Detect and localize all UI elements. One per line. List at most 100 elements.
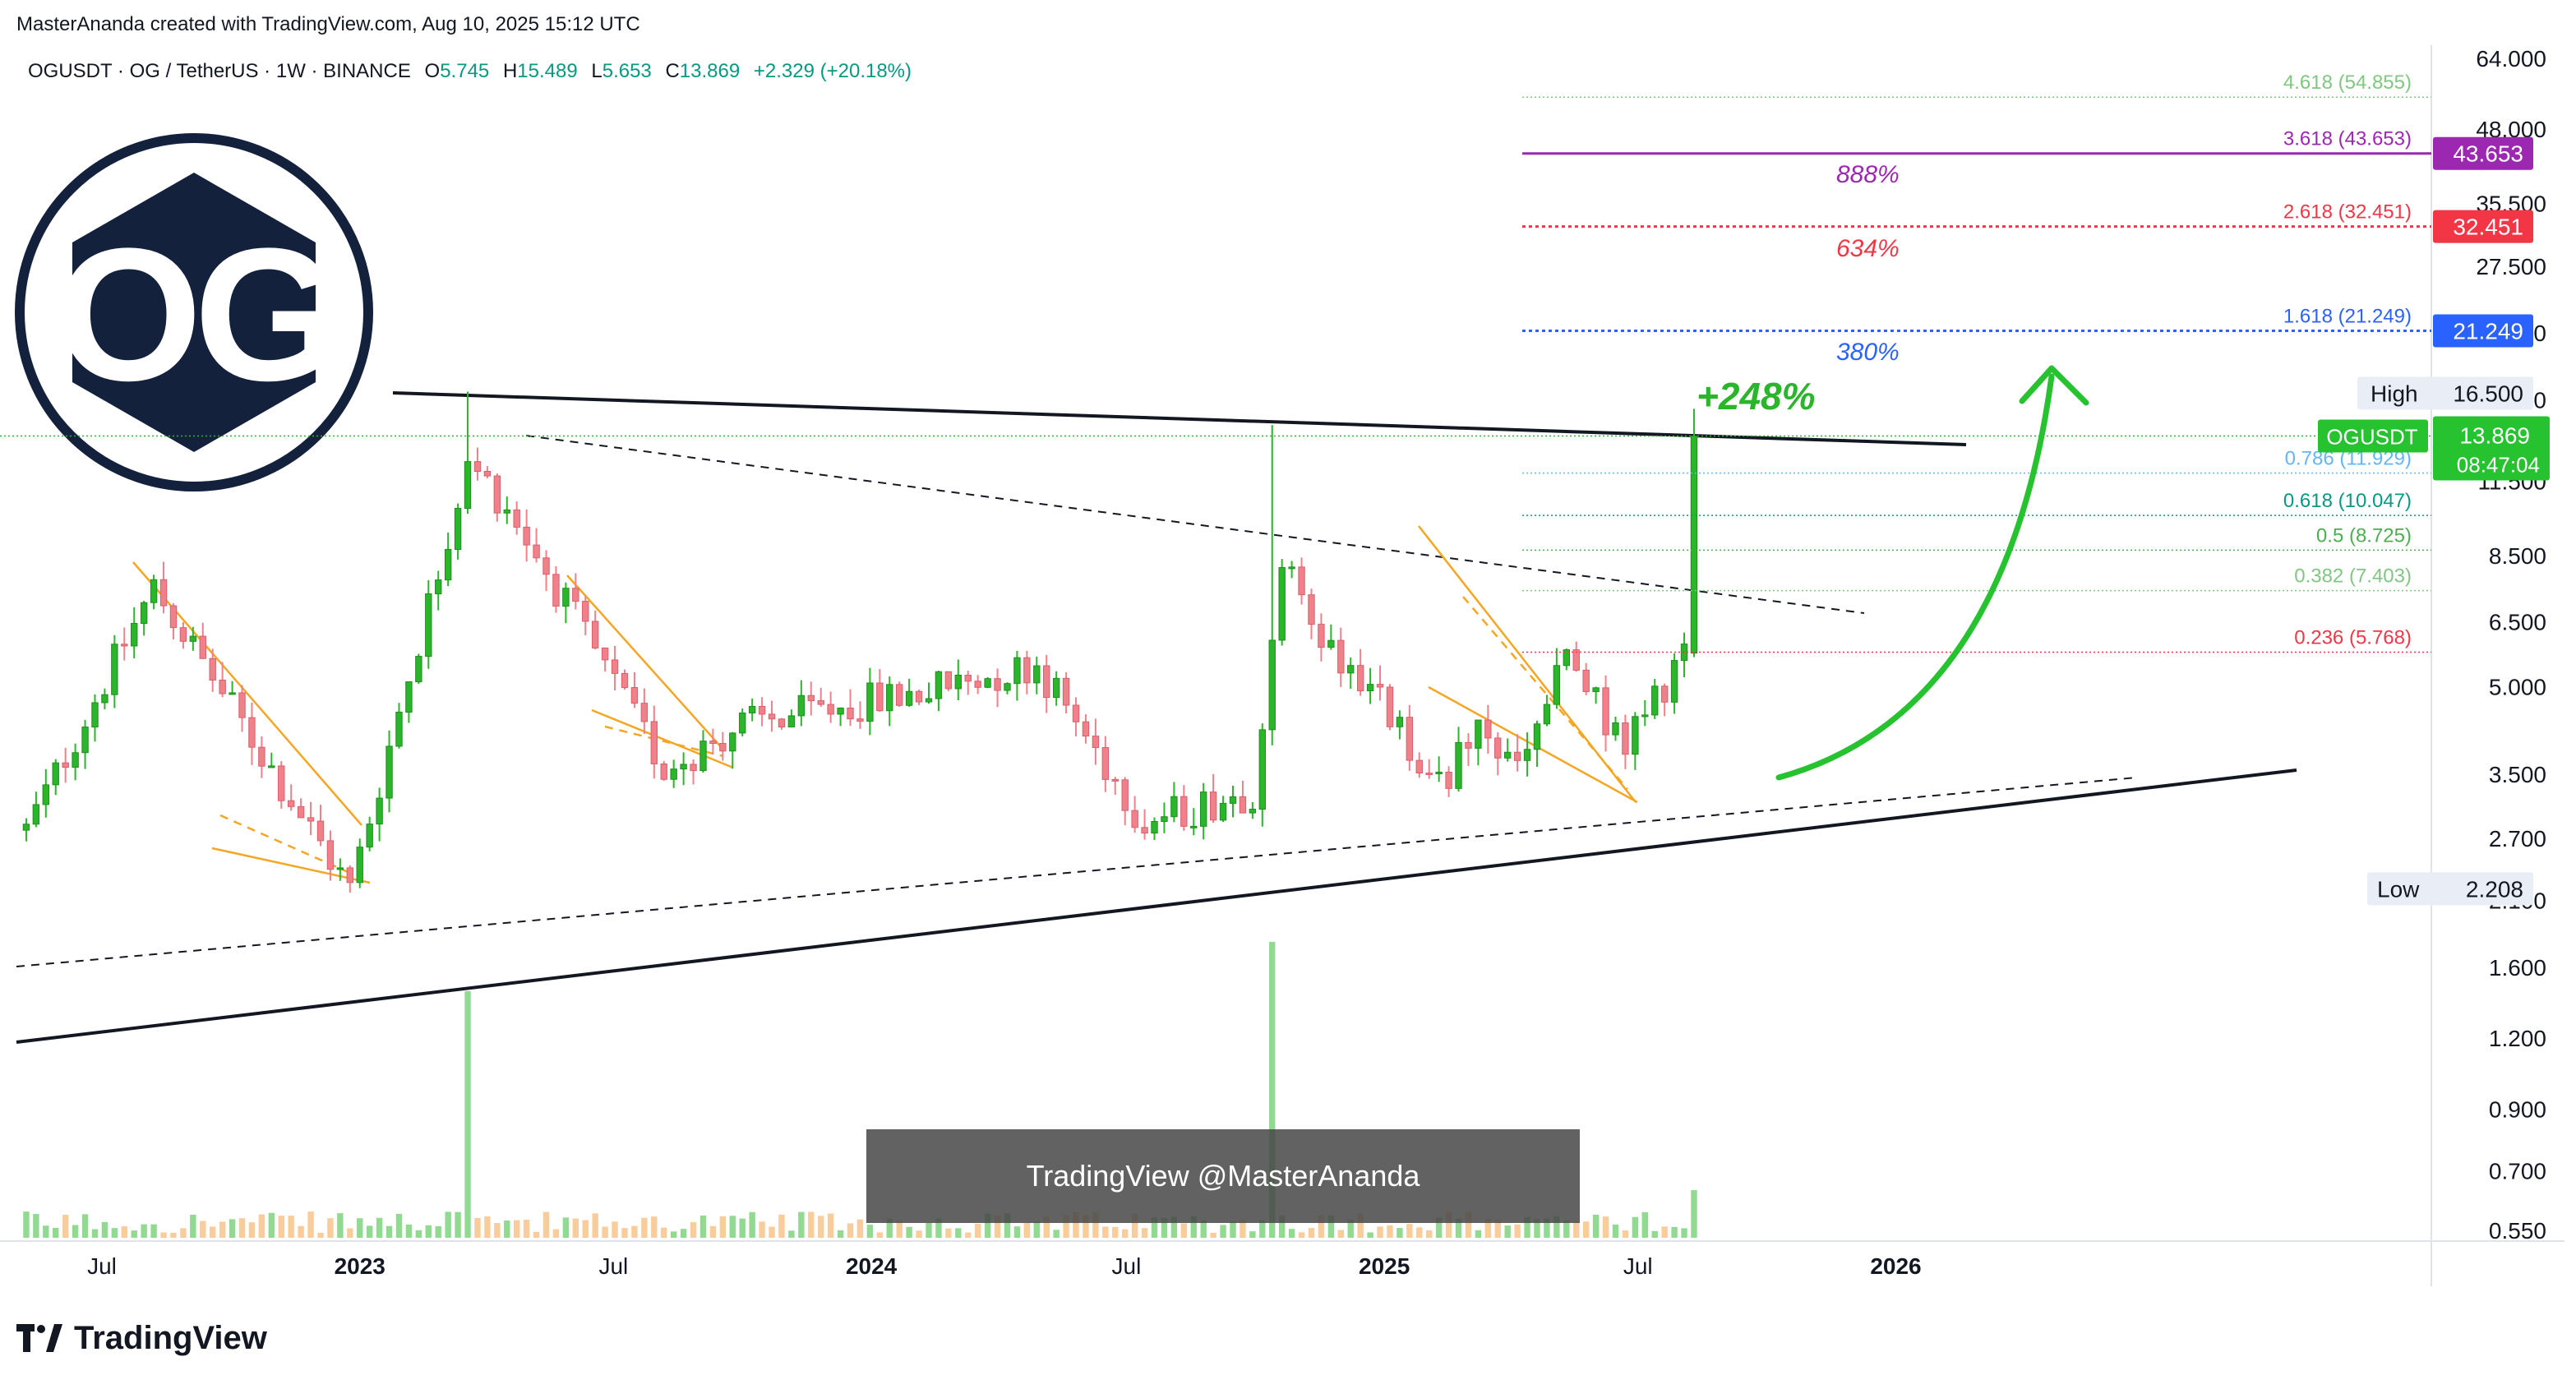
candle-body — [1072, 704, 1080, 722]
candle-body — [552, 574, 560, 607]
volume-bar — [1013, 1226, 1021, 1238]
y-tick-label: 3.500 — [2489, 762, 2546, 787]
volume-bar — [200, 1221, 206, 1238]
volume-bar — [1406, 1224, 1413, 1238]
candle-body — [464, 461, 472, 509]
candle-body — [1052, 677, 1060, 699]
volume-bar — [327, 1218, 334, 1238]
candle-body — [131, 622, 138, 647]
tradingview-brand[interactable]: TradingView — [16, 1320, 267, 1357]
candle-body — [238, 692, 246, 718]
volume-bar — [288, 1216, 294, 1238]
candle-body — [1121, 779, 1129, 811]
volume-bar — [1318, 1215, 1325, 1238]
volume-bar — [1249, 1231, 1256, 1238]
volume-bar — [1023, 1222, 1031, 1238]
volume-bar — [1602, 1216, 1609, 1238]
volume-bar — [955, 1228, 962, 1238]
volume-bar — [298, 1225, 304, 1238]
volume-bar — [170, 1232, 177, 1238]
time-axis[interactable]: Jul 2023 Jul 2024 Jul 2025 Jul 2026 — [87, 1253, 1922, 1279]
candle-body — [699, 741, 707, 772]
volume-bar — [837, 1230, 844, 1238]
volume-bar — [856, 1219, 864, 1238]
high-tag-value: 16.500 — [2453, 381, 2523, 406]
volume-bar — [91, 1229, 99, 1238]
target-price-tag: 32.451 — [2453, 215, 2523, 240]
y-tick-label: 8.500 — [2489, 543, 2546, 569]
candle-body — [640, 703, 649, 722]
volume-bar — [1524, 1216, 1530, 1238]
candle-body — [1327, 639, 1335, 648]
volume-bar — [62, 1215, 69, 1238]
candle-body — [1523, 749, 1531, 761]
y-tick-label: 0.700 — [2489, 1159, 2546, 1184]
volume-bar — [347, 1228, 353, 1238]
legend-line: OGUSDT · OG / TetherUS · 1W · BINANCE O5… — [28, 60, 912, 82]
target-price-tag-bg — [2433, 210, 2533, 243]
volume-bar — [23, 1211, 30, 1238]
candle-body — [1396, 717, 1404, 727]
candle-body — [758, 705, 766, 715]
candle-body — [1386, 686, 1394, 727]
price-axis[interactable]: 64.00048.00035.50027.50021.00016.00011.5… — [2476, 46, 2546, 1244]
volume-bar — [405, 1224, 413, 1238]
legend-l-label: L — [591, 60, 602, 82]
volume-bar — [474, 1217, 481, 1238]
volume-bar — [445, 1211, 451, 1238]
last-price-value: 13.869 — [2459, 422, 2530, 448]
high-tag-label: High — [2371, 381, 2418, 406]
candle-body — [797, 694, 806, 717]
candle-body — [1632, 716, 1639, 755]
candle-body — [856, 718, 864, 722]
volume-bar — [385, 1225, 393, 1238]
volume-bar — [1092, 1211, 1099, 1238]
candle-body — [1318, 624, 1325, 648]
y-tick-label: 1.200 — [2489, 1026, 2546, 1051]
candle-body — [32, 804, 40, 825]
attribution-text: MasterAnanda created with TradingView.co… — [16, 13, 640, 35]
volume-bar — [180, 1228, 187, 1238]
candle-body — [611, 659, 619, 674]
legend-o-value: 5.745 — [440, 60, 489, 82]
candle-body — [1258, 729, 1267, 810]
y-tick-label: 0.900 — [2489, 1096, 2546, 1122]
fib-level-label: 0.236 (5.768) — [2294, 626, 2412, 648]
candle-body — [425, 593, 432, 658]
volume-bar — [1367, 1232, 1373, 1238]
candle-body — [768, 713, 776, 720]
candle-body — [1612, 722, 1619, 736]
watermark: TradingView @MasterAnanda — [866, 1129, 1580, 1223]
candle-body — [1582, 669, 1590, 692]
volume-bar — [1494, 1219, 1501, 1238]
falling-wedge-line — [211, 847, 371, 884]
volume-bar — [935, 1218, 942, 1238]
volume-bar — [729, 1216, 736, 1238]
candle-body — [454, 507, 462, 550]
volume-bar — [1240, 1220, 1246, 1238]
candle-body — [189, 635, 197, 642]
candle-body — [621, 672, 629, 689]
x-tick-label: 2026 — [1870, 1253, 1921, 1279]
volume-bar — [1200, 1220, 1207, 1238]
volume-bar — [1377, 1226, 1383, 1238]
volume-bar — [709, 1225, 717, 1238]
volume-bar — [357, 1218, 363, 1238]
candle-body — [1455, 741, 1462, 789]
candle-body — [376, 797, 383, 825]
og-logo-text: OG — [55, 209, 333, 420]
y-tick-label: 2.700 — [2489, 826, 2546, 851]
y-tick-label: 5.000 — [2489, 674, 2546, 699]
volume-bar — [268, 1212, 275, 1238]
bar-countdown: 08:47:04 — [2457, 452, 2540, 477]
volume-bar — [1426, 1230, 1433, 1238]
candle-body — [1366, 684, 1374, 692]
volume-bar — [1563, 1220, 1570, 1238]
candle-body — [739, 712, 746, 734]
volume-bar — [1445, 1211, 1452, 1238]
candle-body — [660, 764, 667, 780]
candle-body — [366, 824, 373, 848]
volume-bar — [562, 1217, 570, 1238]
candle-body — [1406, 717, 1414, 761]
